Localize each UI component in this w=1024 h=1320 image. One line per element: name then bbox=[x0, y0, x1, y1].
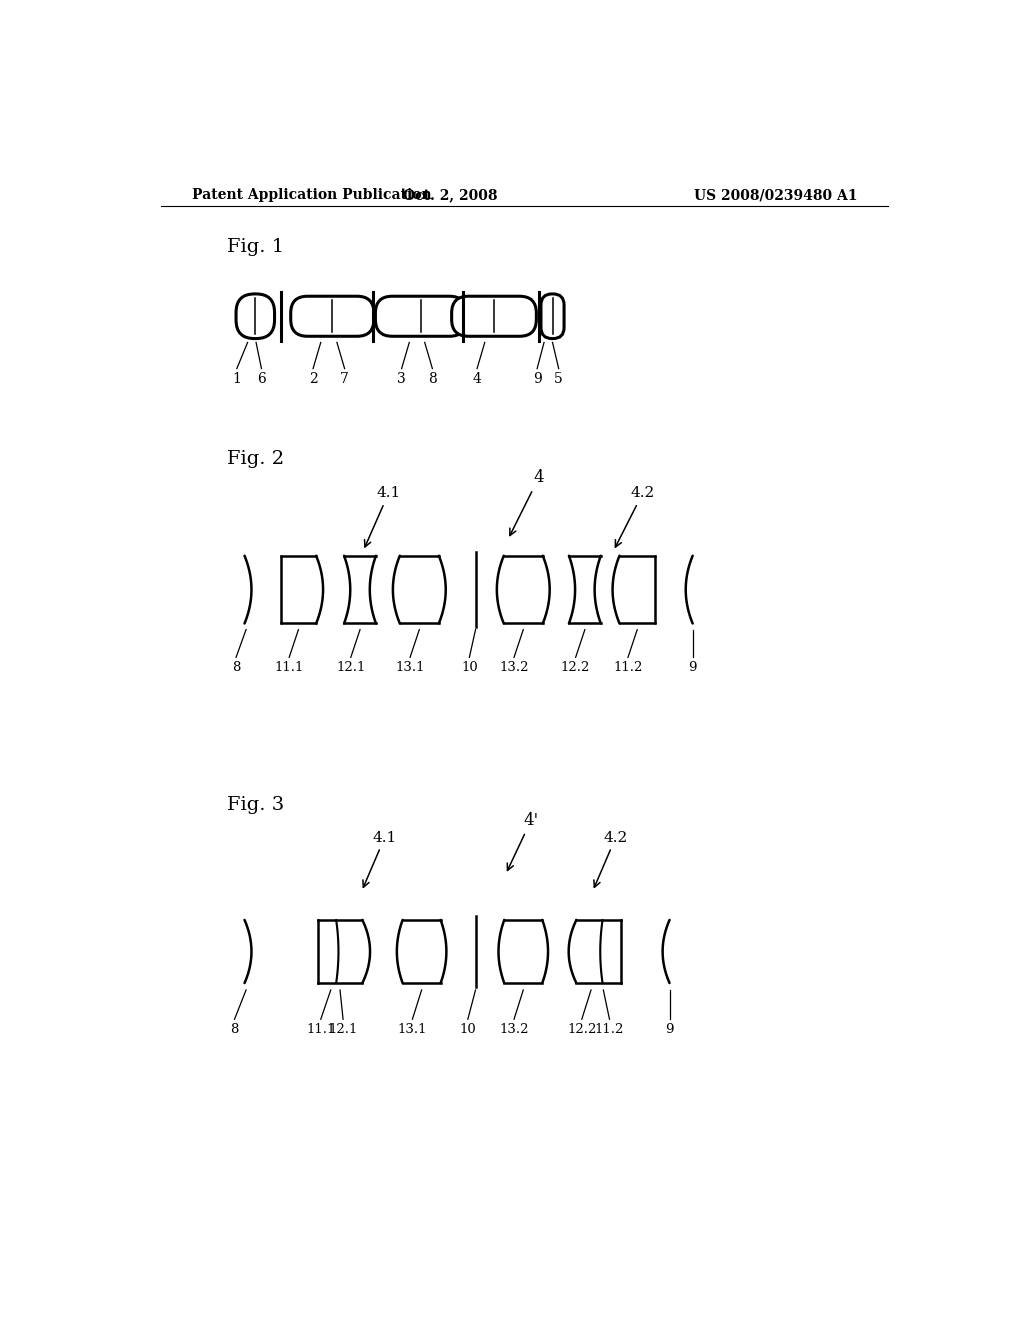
Text: 4.2: 4.2 bbox=[594, 830, 628, 887]
Text: Fig. 2: Fig. 2 bbox=[226, 450, 284, 467]
Text: 1: 1 bbox=[232, 372, 242, 387]
Text: 12.2: 12.2 bbox=[567, 1023, 596, 1036]
FancyBboxPatch shape bbox=[237, 294, 274, 339]
Text: 11.1: 11.1 bbox=[306, 1023, 336, 1036]
FancyBboxPatch shape bbox=[291, 296, 374, 337]
Text: 4.1: 4.1 bbox=[365, 486, 400, 546]
Text: 4.1: 4.1 bbox=[362, 830, 396, 887]
Text: 8: 8 bbox=[230, 1023, 239, 1036]
Text: 9: 9 bbox=[666, 1023, 674, 1036]
Text: 4: 4 bbox=[473, 372, 481, 387]
Text: 5: 5 bbox=[554, 372, 563, 387]
Text: 7: 7 bbox=[340, 372, 349, 387]
Text: 11.2: 11.2 bbox=[595, 1023, 625, 1036]
Text: 8: 8 bbox=[231, 661, 241, 675]
Text: 10: 10 bbox=[461, 661, 478, 675]
Text: 3: 3 bbox=[397, 372, 406, 387]
Text: 9: 9 bbox=[688, 661, 697, 675]
Text: 13.2: 13.2 bbox=[500, 661, 528, 675]
Text: 12.1: 12.1 bbox=[329, 1023, 357, 1036]
FancyBboxPatch shape bbox=[452, 296, 537, 337]
Text: 11.1: 11.1 bbox=[274, 661, 304, 675]
Text: 13.2: 13.2 bbox=[500, 1023, 528, 1036]
Text: Fig. 1: Fig. 1 bbox=[226, 238, 284, 256]
Text: 8: 8 bbox=[428, 372, 437, 387]
Text: 4.2: 4.2 bbox=[615, 486, 654, 546]
Text: 12.1: 12.1 bbox=[336, 661, 366, 675]
Text: Patent Application Publication: Patent Application Publication bbox=[193, 189, 432, 202]
Text: 2: 2 bbox=[308, 372, 317, 387]
Text: Fig. 3: Fig. 3 bbox=[226, 796, 284, 814]
Text: 11.2: 11.2 bbox=[613, 661, 643, 675]
Text: 13.1: 13.1 bbox=[395, 661, 425, 675]
Text: Oct. 2, 2008: Oct. 2, 2008 bbox=[402, 189, 498, 202]
Text: US 2008/0239480 A1: US 2008/0239480 A1 bbox=[694, 189, 857, 202]
Text: 10: 10 bbox=[460, 1023, 476, 1036]
Text: 4': 4' bbox=[507, 812, 539, 870]
FancyBboxPatch shape bbox=[541, 294, 564, 339]
Text: 4: 4 bbox=[510, 470, 544, 536]
Text: 12.2: 12.2 bbox=[561, 661, 590, 675]
Text: 13.1: 13.1 bbox=[397, 1023, 427, 1036]
FancyBboxPatch shape bbox=[376, 296, 466, 337]
Text: 6: 6 bbox=[257, 372, 266, 387]
Text: 9: 9 bbox=[532, 372, 542, 387]
